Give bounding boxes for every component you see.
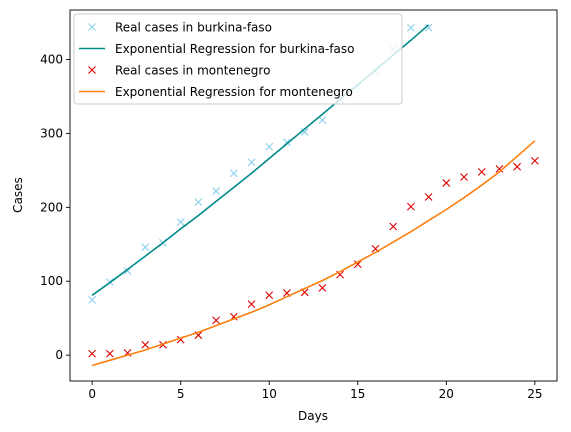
x-tick-label: 25: [527, 387, 542, 401]
data-point: [477, 167, 486, 176]
x-tick-label: 20: [439, 387, 454, 401]
series-3: [91, 140, 536, 367]
legend: Real cases in burkina-faso Exponential Re…: [73, 13, 403, 105]
data-point: [247, 300, 256, 309]
data-point: [247, 158, 256, 167]
data-point: [265, 142, 274, 151]
legend-label: Real cases in burkina-faso: [115, 21, 272, 35]
data-point: [229, 169, 238, 178]
data-point: [176, 218, 185, 226]
legend-item: Exponential Regression for burkina-faso: [79, 42, 354, 56]
x-axis-label: Days: [298, 409, 328, 423]
data-point: [141, 340, 150, 349]
data-point: [424, 193, 433, 201]
data-point: [88, 295, 97, 304]
axis-ticks: 0 5 10 15 20 25 0 100 200 300 400: [40, 53, 542, 401]
legend-marker-swatch: [88, 66, 96, 74]
data-point: [530, 156, 539, 165]
y-tick-label: 100: [40, 274, 63, 288]
legend-item: Real cases in montenegro: [88, 64, 270, 78]
series-2: [88, 156, 539, 358]
y-axis-label: Cases: [11, 177, 25, 213]
data-point: [495, 165, 504, 173]
data-point: [141, 243, 150, 252]
regression-line: [91, 140, 536, 367]
data-point: [318, 116, 327, 125]
axes-frame: [69, 9, 558, 382]
legend-item: Exponential Regression for montenegro: [79, 85, 353, 99]
data-point: [265, 291, 274, 300]
legend-label: Exponential Regression for burkina-faso: [115, 42, 354, 56]
y-tick-label: 0: [55, 348, 63, 362]
y-tick-label: 300: [40, 126, 63, 140]
legend-label: Real cases in montenegro: [115, 64, 270, 78]
data-point: [407, 202, 415, 211]
data-point: [194, 198, 203, 207]
data-point: [318, 283, 327, 292]
x-tick-label: 5: [177, 387, 185, 401]
data-point: [389, 222, 398, 231]
x-tick-label: 15: [350, 387, 365, 401]
data-point: [407, 23, 415, 32]
data-point: [212, 316, 220, 325]
data-point: [424, 23, 433, 32]
data-point: [353, 260, 362, 269]
x-tick-label: 0: [88, 387, 96, 401]
data-point: [88, 349, 97, 358]
x-tick-label: 10: [262, 387, 277, 401]
y-tick-label: 200: [40, 200, 63, 214]
y-tick-label: 400: [40, 53, 63, 67]
data-point: [460, 173, 468, 181]
legend-label: Exponential Regression for montenegro: [115, 85, 353, 99]
legend-marker-swatch: [88, 23, 96, 31]
data-point: [442, 179, 451, 187]
data-point: [513, 162, 522, 171]
data-point: [212, 187, 220, 195]
data-point: [283, 138, 291, 147]
data-point: [105, 349, 114, 358]
legend-box: [73, 13, 403, 105]
legend-item: Real cases in burkina-faso: [88, 21, 272, 35]
data-point: [300, 128, 309, 136]
